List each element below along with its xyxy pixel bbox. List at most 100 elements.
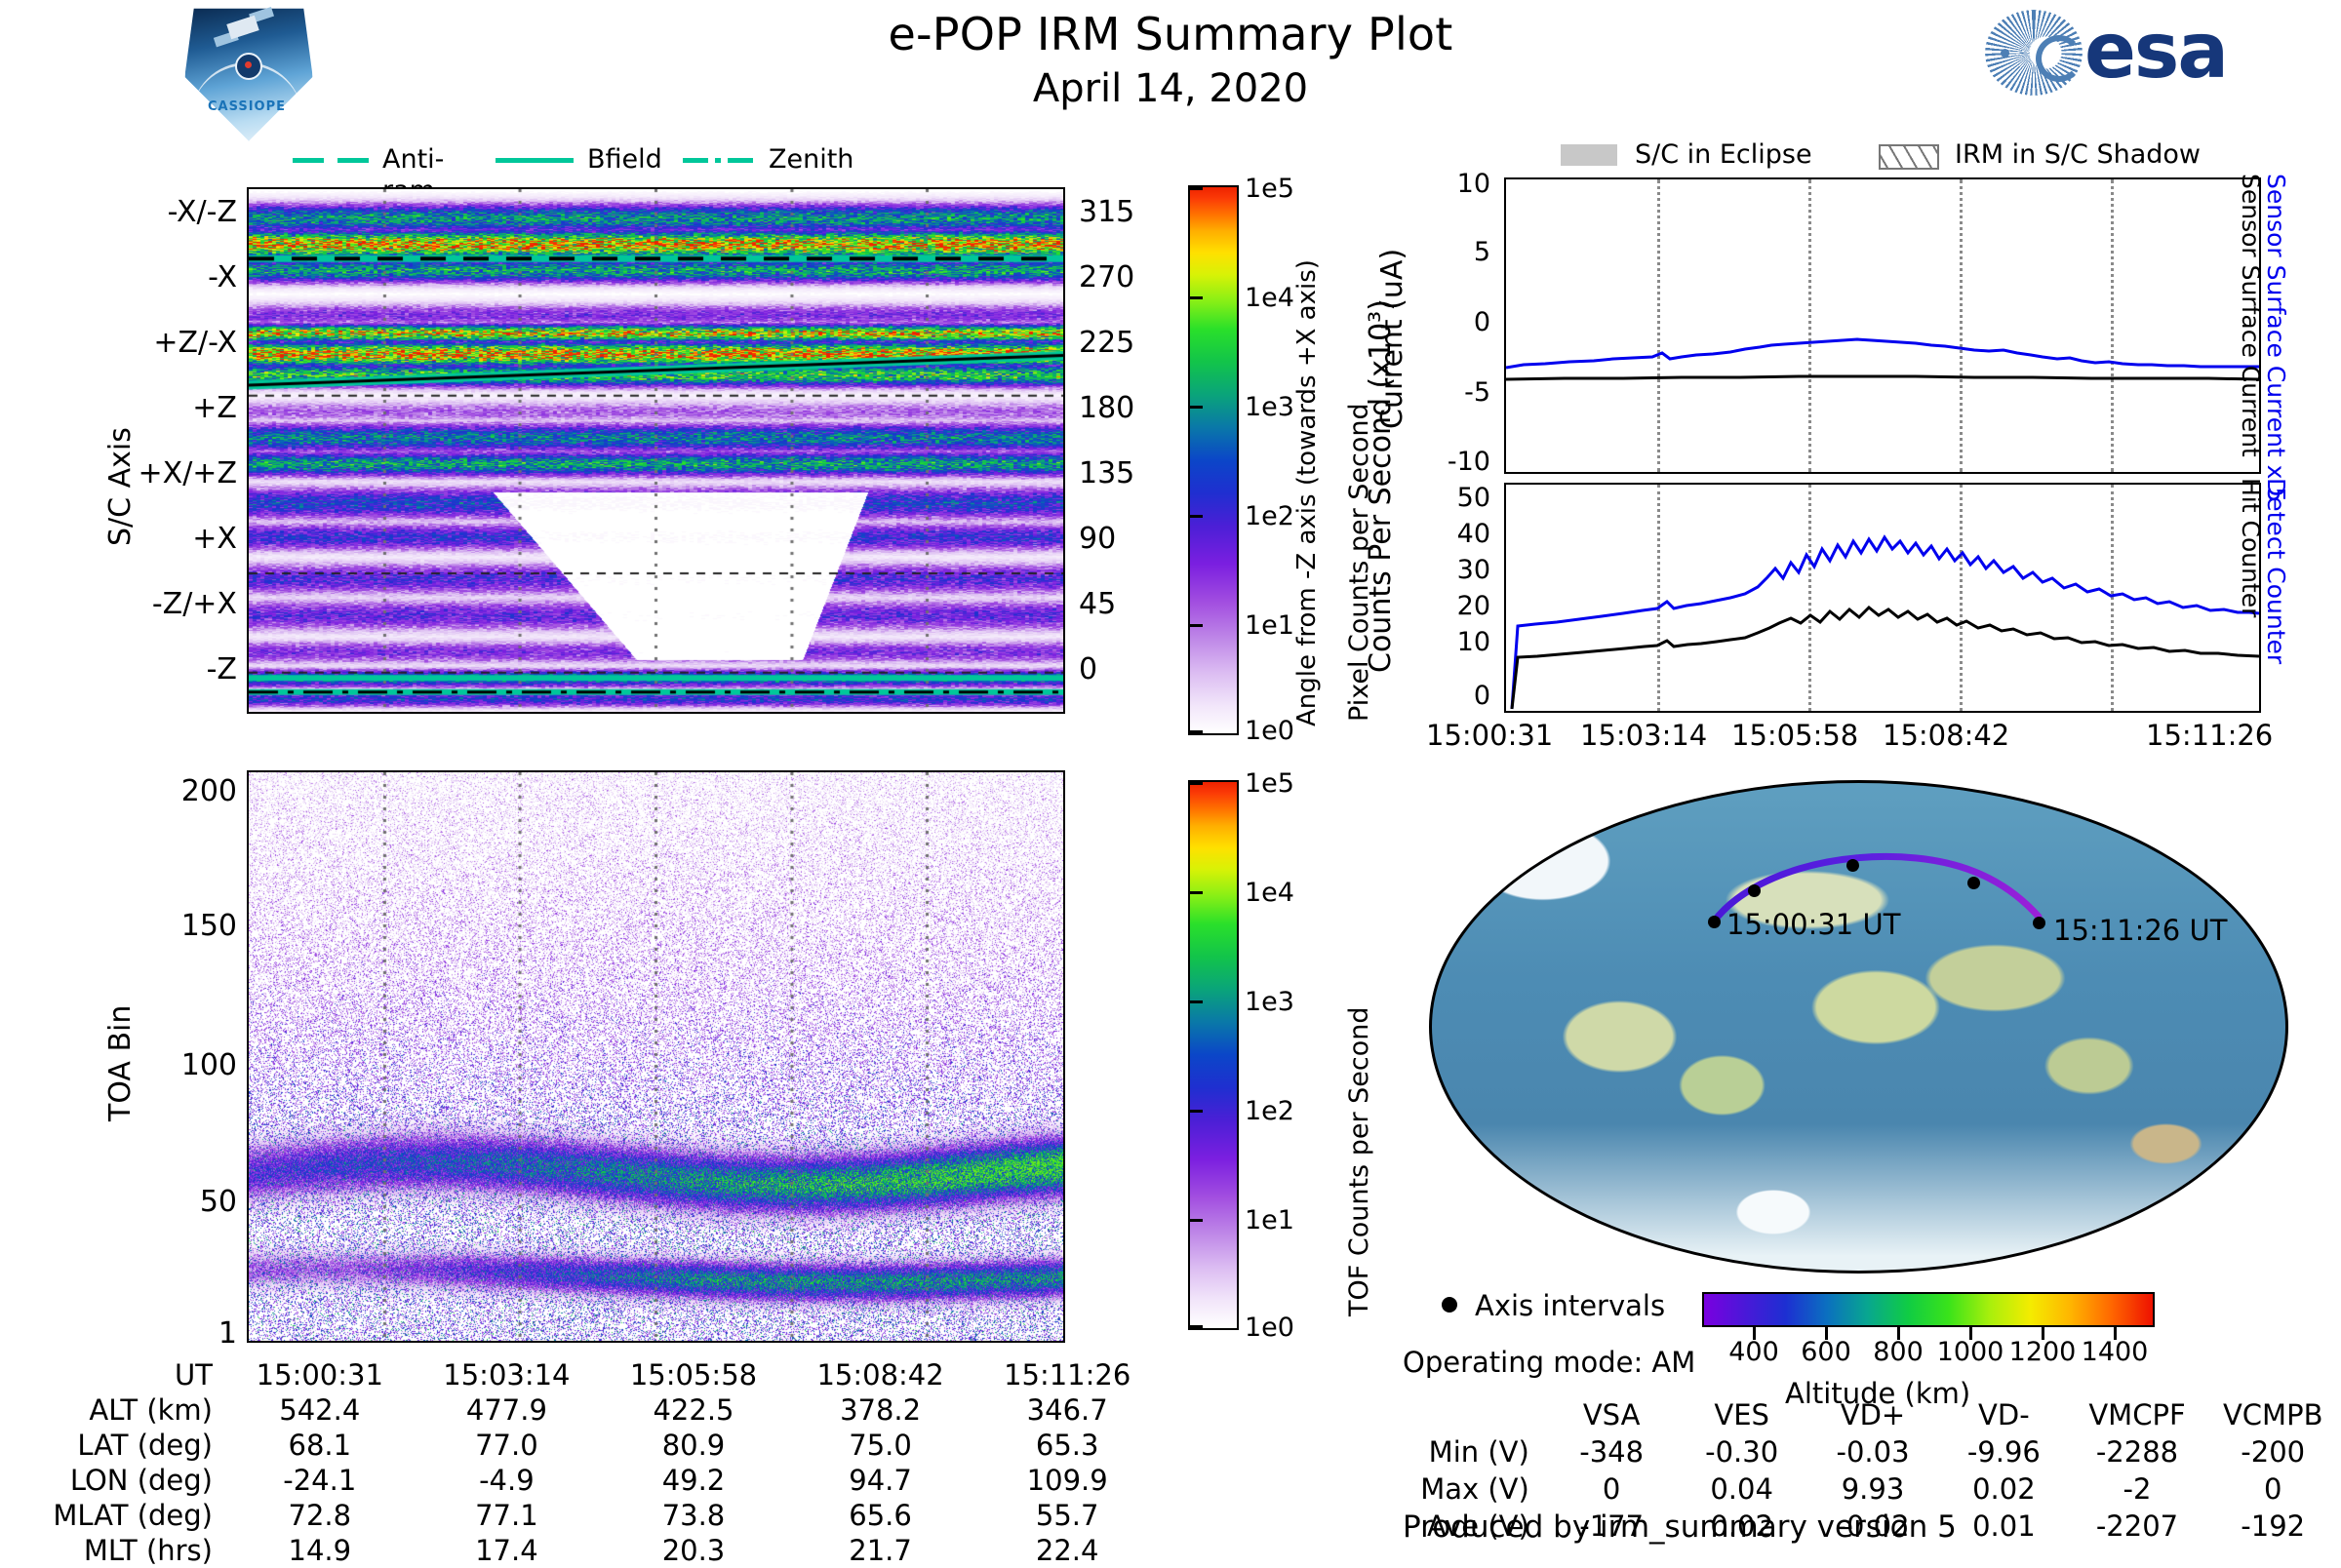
esa-dot-icon: [2001, 49, 2009, 58]
voltage-cell: 9.93: [1841, 1472, 1905, 1506]
detect-counter-trace: [1510, 534, 2259, 710]
table-row: MLT (hrs) 14.9 17.4 20.3 21.7 22.4: [39, 1533, 1161, 1568]
table-row: ALT (km) 542.4 477.9 422.5 378.2 346.7: [39, 1392, 1161, 1428]
sc-axis-legend: Anti-ram Bfield Zenith: [293, 144, 853, 206]
ephemeris-row-label: LON (deg): [69, 1464, 213, 1497]
esa-inner-e-icon: [2036, 35, 2083, 82]
colorbar-tick: 1e4: [1245, 283, 1294, 313]
ytick-label: 150: [180, 909, 237, 943]
sc-axis-left-ticklabels: -X/-Z -X +Z/-X +Z +X/+Z +X -Z/+X -Z: [0, 187, 237, 710]
xtick-label: 15:05:58: [1731, 719, 1859, 752]
table-row: LAT (deg) 68.1 77.0 80.9 75.0 65.3: [39, 1428, 1161, 1463]
pixel-counts-colorbar: [1188, 185, 1239, 735]
ephemeris-cell: 75.0: [849, 1429, 912, 1462]
toa-bin-ylabel: TOA Bin: [103, 1004, 138, 1121]
ephemeris-cell: 477.9: [465, 1393, 547, 1427]
colorbar-tick: 1e2: [1245, 501, 1294, 531]
ephemeris-cell: 15:05:58: [629, 1358, 758, 1392]
voltage-cell: 0: [2263, 1472, 2282, 1506]
xtick-label: 15:08:42: [1883, 719, 2010, 752]
altitude-colorbar-label: Altitude (km): [1785, 1377, 1971, 1410]
ytick-label: 0: [1473, 307, 1490, 337]
voltage-cell: -0.03: [1836, 1435, 1910, 1469]
ytick-label: 0: [1473, 681, 1490, 711]
ephemeris-cell: 15:11:26: [1004, 1358, 1131, 1392]
altitude-tick: 400: [1728, 1337, 1779, 1367]
colorbar-tick: 1e1: [1245, 610, 1294, 641]
current-plot: [1504, 177, 2261, 474]
ytick-label: +X: [192, 522, 237, 556]
colorbar-tick: 1e0: [1245, 1313, 1294, 1343]
ephemeris-cell: -4.9: [479, 1464, 535, 1497]
ytick-label: 50: [1456, 483, 1490, 513]
current-right-label-blue: Sensor Surface Current x 5: [2262, 174, 2290, 503]
toa-bin-spectrogram: [247, 770, 1065, 1343]
xtick-label: 15:00:31: [1426, 719, 1554, 752]
ytick-label: 10: [1456, 627, 1490, 657]
esa-wordmark: esa: [2084, 8, 2229, 96]
ephemeris-table: UT 15:00:31 15:03:14 15:05:58 15:08:42 15:11:…: [39, 1357, 1161, 1568]
ytick-label: 40: [1456, 519, 1490, 549]
ytick-label: 10: [1456, 169, 1490, 199]
voltage-column-header: VES: [1714, 1398, 1769, 1431]
ephemeris-row-label: MLAT (deg): [53, 1499, 213, 1532]
voltage-column-header: VD-: [1978, 1398, 2030, 1431]
voltage-cell: 0: [1602, 1472, 1621, 1506]
voltage-cell: -0.30: [1705, 1435, 1779, 1469]
ephemeris-cell: 17.4: [475, 1534, 538, 1567]
counts-ylabel-text: Counts Per Second (x10³): [1364, 299, 1398, 673]
colorbar-tick: 1e0: [1245, 716, 1294, 746]
ephemeris-row-label: ALT (km): [89, 1393, 213, 1427]
tof-counts-colorbar-label: TOF Counts per Second: [1344, 1006, 1374, 1317]
counts-per-second-plot: [1504, 483, 2261, 713]
ytick-label: +Z: [192, 391, 237, 425]
orbit-track: [1710, 852, 2043, 925]
ephemeris-cell: 80.9: [661, 1429, 726, 1462]
sensor-surface-current-trace: [1506, 374, 2259, 381]
current-traces: [1506, 337, 2259, 381]
ytick-label: 50: [199, 1185, 237, 1219]
ephemeris-cell: 72.8: [288, 1499, 352, 1532]
voltage-cell: -9.96: [1966, 1435, 2041, 1469]
colorbar-tick: 1e3: [1245, 392, 1294, 422]
page-title: e-POP IRM Summary Plot: [888, 8, 1453, 60]
sc-axis-right-axis-label: Angle from -Z axis (towards +X axis): [1292, 259, 1322, 726]
voltage-column-header: VMCPF: [2088, 1398, 2186, 1431]
ephemeris-cell: 15:00:31: [256, 1358, 383, 1392]
ephemeris-cell: 73.8: [661, 1499, 726, 1532]
ytick-label-right: 45: [1079, 587, 1117, 621]
ytick-label-right: 315: [1079, 195, 1135, 229]
eclipse-legend: S/C in Eclipse IRM in S/C Shadow: [1561, 138, 2282, 172]
colorbar-tick: 1e5: [1245, 768, 1294, 799]
table-row: Ave (V) -177 0.02 -0.02 0.01 -2207 -192: [1390, 1508, 2341, 1545]
ephemeris-cell: 378.2: [840, 1393, 922, 1427]
esa-logo: esa: [1985, 8, 2287, 98]
ephemeris-cell: -24.1: [283, 1464, 357, 1497]
axis-intervals-label: Axis intervals: [1475, 1289, 1666, 1322]
ytick-label: 5: [1473, 237, 1490, 267]
voltage-cell: 0.02: [1710, 1509, 1773, 1543]
voltage-cell: 0.04: [1710, 1472, 1773, 1506]
cassiope-mission-patch-icon: CASSIOPE: [183, 6, 313, 141]
ytick-label: 20: [1456, 591, 1490, 621]
tof-counts-colorbar: [1188, 780, 1239, 1330]
voltage-cell: -2207: [2095, 1509, 2179, 1543]
current-right-label-black: Sensor Surface Current: [2237, 174, 2265, 457]
ephemeris-cell: 20.3: [661, 1534, 726, 1567]
eclipse-swatch-icon: [1561, 144, 1617, 166]
page-subtitle: April 14, 2020: [1032, 66, 1309, 111]
ephemeris-cell: 15:08:42: [816, 1358, 944, 1392]
ytick-label: -X/-Z: [167, 195, 237, 229]
ytick-label: -5: [1464, 377, 1490, 408]
orbit-start-time-label: 15:00:31 UT: [1726, 908, 1901, 941]
voltage-column-header: VD+: [1840, 1398, 1906, 1431]
ephemeris-cell: 77.0: [475, 1429, 538, 1462]
ephemeris-cell: 22.4: [1035, 1534, 1099, 1567]
eclipse-legend-label: S/C in Eclipse: [1635, 139, 1812, 170]
ephemeris-cell: 109.9: [1026, 1464, 1108, 1497]
produced-by-footer: Produced by irm_summary version 5: [1403, 1509, 1957, 1545]
orbit-end-time-label: 15:11:26 UT: [2053, 914, 2228, 947]
altitude-tick: 800: [1873, 1337, 1924, 1367]
colorbar-tick: 1e2: [1245, 1096, 1294, 1126]
counts-traces: [1510, 534, 2259, 710]
